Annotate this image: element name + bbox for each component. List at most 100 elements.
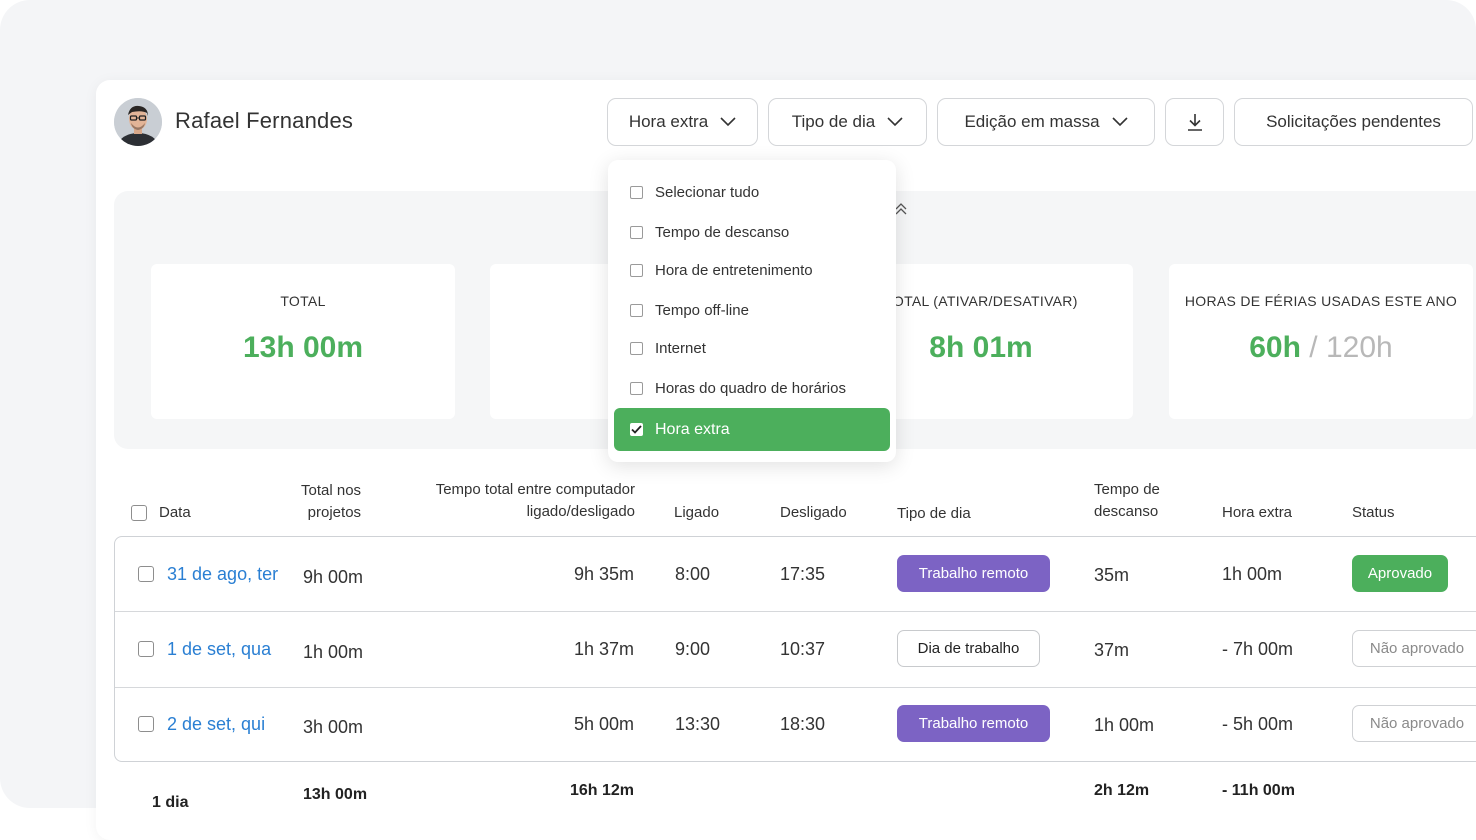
col-header-rest-line1: Tempo de	[1094, 481, 1160, 498]
row-rest: 35m	[1094, 565, 1130, 585]
chevron-down-icon	[1111, 117, 1128, 127]
row-divider	[115, 611, 1476, 612]
pending-requests-button[interactable]: Solicitações pendentes	[1234, 98, 1473, 146]
overtime-dropdown-menu: Selecionar tudo Tempo de descanso Hora d…	[608, 160, 896, 462]
check-icon	[631, 425, 642, 434]
table-body	[114, 536, 1476, 762]
vacation-used: 60h	[1249, 331, 1301, 364]
day-type-badge[interactable]: Trabalho remoto	[897, 555, 1050, 592]
dropdown-option-internet[interactable]: Internet	[614, 330, 890, 366]
download-button[interactable]	[1165, 98, 1224, 146]
day-type-filter-button[interactable]: Tipo de dia	[768, 98, 927, 146]
col-header-onoff[interactable]: Tempo total entre computador ligado/desl…	[395, 479, 635, 523]
col-header-overtime[interactable]: Hora extra	[1222, 504, 1293, 521]
col-header-off[interactable]: Desligado	[780, 504, 847, 521]
bulk-edit-label: Edição em massa	[964, 112, 1100, 131]
select-all-rows-checkbox[interactable]	[131, 505, 147, 521]
status-badge[interactable]: Não aprovado	[1352, 630, 1476, 667]
row-onoff: 1h 37m	[573, 639, 634, 659]
row-rest: 1h 00m	[1094, 715, 1155, 735]
row-on: 8:00	[675, 564, 711, 584]
option-label: Internet	[655, 339, 706, 357]
col-header-onoff-line1: Tempo total entre computador	[435, 481, 635, 498]
vacation-separator: /	[1309, 331, 1318, 364]
col-header-day-type[interactable]: Tipo de dia	[897, 505, 971, 522]
bulk-edit-button[interactable]: Edição em massa	[937, 98, 1155, 146]
stat-label: TOTAL (ATIVAR/DESATIVAR)	[884, 293, 1078, 309]
row-checkbox[interactable]	[138, 641, 154, 657]
row-overtime: - 5h 00m	[1222, 714, 1294, 734]
option-label: Tempo de descanso	[655, 223, 790, 241]
row-off: 18:30	[780, 714, 826, 734]
status-badge[interactable]: Aprovado	[1352, 555, 1448, 592]
avatar-photo-icon	[114, 98, 162, 146]
chevron-down-icon	[720, 117, 736, 127]
row-projects: 9h 00m	[303, 567, 364, 587]
row-overtime: 1h 00m	[1222, 564, 1283, 584]
row-overtime: - 7h 00m	[1222, 639, 1294, 659]
col-header-on[interactable]: Ligado	[674, 504, 720, 521]
col-header-projects-line1: Total nos	[301, 482, 362, 499]
collapse-chevron-up-icon[interactable]	[894, 202, 908, 216]
stat-label: TOTAL	[280, 293, 326, 309]
day-type-filter-label: Tipo de dia	[791, 112, 876, 131]
day-type-badge[interactable]: Trabalho remoto	[897, 705, 1050, 742]
row-off: 17:35	[780, 564, 826, 584]
option-label: Selecionar tudo	[655, 183, 760, 201]
option-checkbox[interactable]	[630, 263, 643, 277]
vacation-cap: 120h	[1325, 331, 1393, 364]
overtime-filter-label: Hora extra	[628, 112, 709, 131]
user-name: Rafael Fernandes	[175, 108, 354, 133]
col-header-status[interactable]: Status	[1352, 504, 1395, 521]
row-onoff: 5h 00m	[573, 714, 634, 734]
dropdown-option-select-all[interactable]: Selecionar tudo	[614, 174, 890, 210]
row-on: 13:30	[675, 714, 721, 734]
dropdown-option-offline[interactable]: Tempo off-line	[614, 292, 890, 328]
option-label: Horas do quadro de horários	[655, 379, 846, 397]
col-header-date[interactable]: Data	[159, 504, 191, 521]
overtime-filter-button[interactable]: Hora extra	[607, 98, 758, 146]
col-header-rest[interactable]: Tempo de descanso	[1094, 479, 1160, 523]
col-header-rest-line2: descanso	[1094, 503, 1159, 520]
row-date-link[interactable]: 31 de ago, ter	[167, 564, 279, 584]
download-icon	[1187, 114, 1202, 131]
col-header-projects-line2: projetos	[307, 504, 362, 521]
option-checkbox[interactable]	[630, 341, 643, 355]
stat-value: 13h 00m	[242, 331, 364, 364]
total-onoff: 16h 12m	[569, 782, 634, 799]
option-checkbox[interactable]	[630, 381, 643, 395]
pending-requests-label: Solicitações pendentes	[1266, 112, 1441, 131]
stat-value: 8h 01m	[929, 331, 1033, 364]
row-checkbox[interactable]	[138, 566, 154, 582]
option-label: Hora de entretenimento	[655, 261, 813, 279]
dropdown-option-overtime[interactable]: Hora extra	[614, 408, 890, 451]
row-projects: 3h 00m	[303, 717, 364, 737]
row-off: 10:37	[780, 639, 826, 659]
row-date-link[interactable]: 1 de set, qua	[167, 639, 272, 659]
stat-card-vacation: HORAS DE FÉRIAS USADAS ESTE ANO 60h / 12…	[1169, 264, 1473, 419]
row-checkbox[interactable]	[138, 716, 154, 732]
row-divider	[115, 687, 1476, 688]
col-header-projects[interactable]: Total nos projetos	[301, 480, 361, 524]
day-type-badge[interactable]: Dia de trabalho	[897, 630, 1040, 667]
stat-label: HORAS DE FÉRIAS USADAS ESTE ANO	[1184, 293, 1458, 309]
total-rest: 2h 12m	[1094, 782, 1150, 799]
total-projects: 13h 00m	[303, 786, 368, 803]
total-days: 1 dia	[152, 794, 189, 811]
option-checkbox[interactable]	[630, 225, 643, 239]
avatar[interactable]	[114, 98, 162, 146]
option-checkbox-checked[interactable]	[630, 423, 643, 436]
option-checkbox[interactable]	[630, 185, 643, 199]
status-badge[interactable]: Não aprovado	[1352, 705, 1476, 742]
stat-card-total: TOTAL 13h 00m	[151, 264, 455, 419]
row-on: 9:00	[675, 639, 711, 659]
row-projects: 1h 00m	[303, 642, 364, 662]
row-date-link[interactable]: 2 de set, qui	[167, 714, 266, 734]
chevron-down-icon	[887, 117, 903, 127]
col-header-onoff-line2: ligado/desligado	[526, 503, 635, 520]
total-overtime: - 11h 00m	[1222, 782, 1295, 799]
dropdown-option-timesheet[interactable]: Horas do quadro de horários	[614, 370, 890, 406]
dropdown-option-rest-time[interactable]: Tempo de descanso	[614, 214, 890, 250]
option-checkbox[interactable]	[630, 303, 643, 317]
dropdown-option-entertainment[interactable]: Hora de entretenimento	[614, 252, 890, 288]
